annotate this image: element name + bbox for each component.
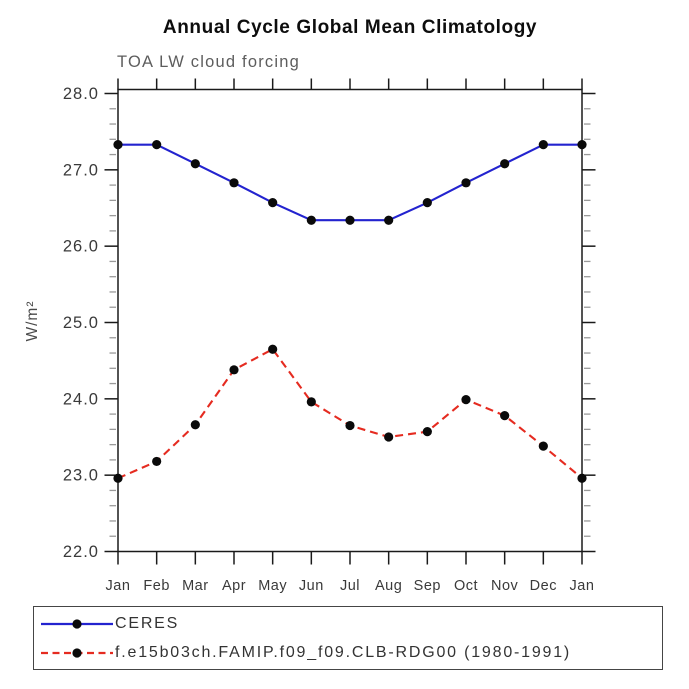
data-point-marker (384, 432, 394, 442)
svg-text:Oct: Oct (454, 578, 478, 594)
data-point-marker (268, 198, 278, 208)
svg-text:Aug: Aug (375, 578, 402, 594)
svg-text:27.0: 27.0 (63, 161, 99, 179)
data-point-marker (384, 215, 394, 225)
legend-label-ceres: CERES (115, 614, 180, 632)
data-point-marker (461, 178, 471, 188)
svg-text:Dec: Dec (530, 578, 557, 594)
data-point-marker (345, 215, 355, 225)
svg-text:May: May (258, 578, 287, 594)
data-point-marker (229, 178, 239, 188)
legend: CERES f.e15b03ch.FAMIP.f09_f09.CLB-RDG00… (33, 606, 663, 670)
chart-title: Annual Cycle Global Mean Climatology (162, 17, 538, 38)
data-point-marker (229, 365, 239, 375)
legend-line-sample-ceres (41, 618, 113, 629)
legend-row-ceres: CERES (40, 609, 662, 638)
svg-text:Jul: Jul (340, 578, 360, 594)
legend-label-model: f.e15b03ch.FAMIP.f09_f09.CLB-RDG00 (1980… (115, 643, 572, 661)
svg-text:23.0: 23.0 (63, 467, 99, 485)
series-0 (113, 140, 587, 225)
svg-text:Nov: Nov (491, 578, 519, 594)
svg-text:Apr: Apr (222, 578, 246, 594)
svg-text:Jan: Jan (106, 578, 131, 594)
y-axis-tick-labels: 22.0 23.0 24.0 25.0 26.0 27.0 28.0 (63, 85, 99, 561)
chart-subtitle: TOA LW cloud forcing (117, 53, 300, 71)
legend-line-sample-model (41, 647, 113, 658)
data-point-marker (500, 411, 510, 421)
data-point-marker (345, 420, 355, 431)
data-point-marker (422, 427, 432, 437)
data-point-marker (538, 140, 548, 150)
y-axis-minor-ticks (109, 108, 591, 537)
data-point-marker (190, 420, 200, 430)
data-point-marker (461, 394, 471, 405)
data-point-marker (538, 441, 548, 451)
series-1 (113, 344, 587, 483)
data-point-marker (577, 140, 587, 150)
svg-text:26.0: 26.0 (63, 238, 99, 256)
data-point-marker (113, 140, 123, 150)
svg-text:25.0: 25.0 (63, 314, 99, 332)
data-point-marker (500, 159, 510, 169)
y-axis-ticks (104, 92, 596, 553)
svg-text:Mar: Mar (182, 578, 208, 594)
svg-text:28.0: 28.0 (63, 85, 99, 103)
svg-text:Jan: Jan (570, 578, 595, 594)
data-point-marker (306, 215, 316, 225)
data-point-marker (113, 473, 123, 483)
svg-text:Jun: Jun (299, 578, 324, 594)
data-point-marker (268, 344, 278, 354)
legend-row-model: f.e15b03ch.FAMIP.f09_f09.CLB-RDG00 (1980… (40, 638, 662, 667)
svg-text:Feb: Feb (143, 578, 170, 594)
x-axis-ticks (117, 78, 583, 565)
svg-text:24.0: 24.0 (63, 390, 99, 408)
legend-marker-dot-icon (72, 647, 82, 658)
data-point-marker (190, 159, 200, 169)
data-point-marker (306, 397, 316, 407)
legend-marker-dot-icon (72, 618, 82, 629)
data-point-marker (152, 140, 162, 150)
data-point-marker (422, 198, 432, 208)
data-point-marker (577, 473, 587, 483)
data-point-marker (152, 456, 162, 467)
svg-text:Sep: Sep (414, 578, 441, 594)
x-axis-tick-labels: Jan Feb Mar Apr May Jun Jul Aug Sep Oct Nov Dec Jan (106, 578, 595, 594)
svg-text:22.0: 22.0 (63, 543, 99, 561)
